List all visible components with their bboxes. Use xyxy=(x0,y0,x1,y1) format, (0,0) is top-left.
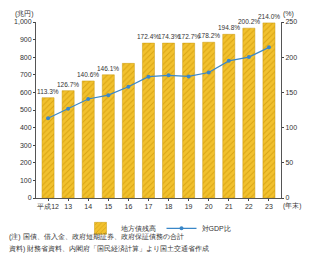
svg-text:700: 700 xyxy=(20,71,32,78)
svg-text:22: 22 xyxy=(245,203,253,210)
svg-text:300: 300 xyxy=(20,142,32,149)
svg-text:23: 23 xyxy=(265,203,273,210)
svg-text:126.7%: 126.7% xyxy=(57,81,79,88)
svg-text:1,000: 1,000 xyxy=(14,18,32,25)
svg-text:800: 800 xyxy=(20,54,32,61)
svg-text:15: 15 xyxy=(104,203,112,210)
svg-text:150: 150 xyxy=(285,89,297,96)
svg-text:600: 600 xyxy=(20,89,32,96)
svg-text:900: 900 xyxy=(20,36,32,43)
svg-text:16: 16 xyxy=(124,203,132,210)
svg-text:平成12: 平成12 xyxy=(37,203,59,210)
svg-text:(年末): (年末) xyxy=(283,202,301,210)
svg-text:500: 500 xyxy=(20,106,32,113)
svg-text:17: 17 xyxy=(145,203,153,210)
svg-text:172.4%: 172.4% xyxy=(137,33,159,40)
svg-text:140.6%: 140.6% xyxy=(77,71,99,78)
svg-text:194.8%: 194.8% xyxy=(218,24,240,31)
svg-text:0: 0 xyxy=(28,194,32,201)
svg-text:200: 200 xyxy=(285,54,297,61)
svg-text:21: 21 xyxy=(225,203,233,210)
svg-text:14: 14 xyxy=(84,203,92,210)
svg-text:200.2%: 200.2% xyxy=(238,18,260,25)
svg-text:(兆円): (兆円) xyxy=(15,10,34,18)
svg-text:214.0%: 214.0% xyxy=(258,13,280,20)
svg-text:100: 100 xyxy=(285,124,297,131)
svg-text:(注) 国債、借入金、政府短期証券、政府保証債務の合計: (注) 国債、借入金、政府短期証券、政府保証債務の合計 xyxy=(9,233,184,241)
svg-text:172.7%: 172.7% xyxy=(178,33,200,40)
svg-text:250: 250 xyxy=(285,18,297,25)
svg-text:(%): (%) xyxy=(283,10,294,18)
svg-text:0: 0 xyxy=(285,194,289,201)
svg-text:200: 200 xyxy=(20,159,32,166)
svg-text:資料) 財務省資料、内閣府「国民経済計算」より国土交通省作成: 資料) 財務省資料、内閣府「国民経済計算」より国土交通省作成 xyxy=(9,245,209,253)
svg-text:50: 50 xyxy=(285,159,293,166)
svg-text:18: 18 xyxy=(165,203,173,210)
svg-text:20: 20 xyxy=(205,203,213,210)
svg-text:178.2%: 178.2% xyxy=(198,32,220,39)
svg-text:地方債残高: 地方債残高 xyxy=(120,225,156,233)
svg-text:400: 400 xyxy=(20,124,32,131)
svg-text:146.1%: 146.1% xyxy=(97,65,119,72)
svg-text:対GDP比: 対GDP比 xyxy=(202,225,231,232)
svg-text:19: 19 xyxy=(185,203,193,210)
svg-text:174.3%: 174.3% xyxy=(158,33,180,40)
svg-text:113.3%: 113.3% xyxy=(37,88,59,95)
svg-text:100: 100 xyxy=(20,177,32,184)
svg-text:13: 13 xyxy=(64,203,72,210)
